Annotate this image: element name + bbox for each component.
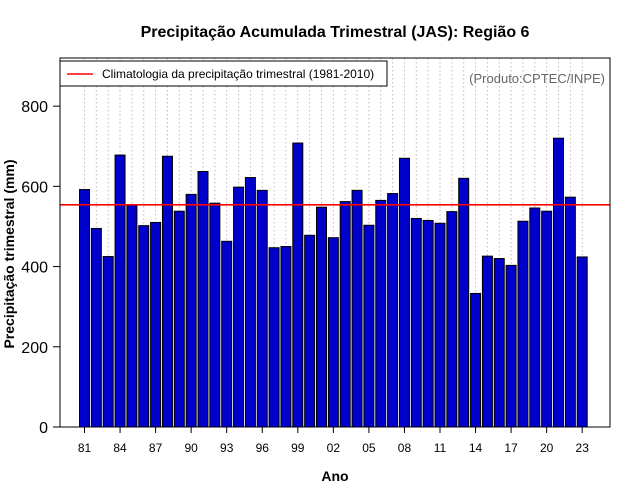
y-tick-label: 400 (21, 260, 48, 277)
bar-1988 (161, 155, 173, 428)
bar-1984 (114, 154, 126, 428)
bar-2023 (576, 256, 588, 428)
bar-2016 (493, 258, 505, 428)
x-axis-label: Ano (321, 468, 348, 484)
y-tick-label: 800 (21, 99, 48, 116)
x-tick-label: 99 (291, 441, 305, 455)
x-tick-label: 11 (434, 441, 447, 455)
bar-1991 (197, 171, 209, 428)
bar-2017 (505, 264, 517, 428)
bar-2011 (434, 222, 446, 428)
bar-2021 (553, 137, 564, 428)
bar-1982 (90, 227, 102, 428)
bar-2006 (375, 199, 387, 428)
bar-1983 (102, 256, 114, 428)
y-axis-label: Precipitação trimestral (mm) (1, 159, 17, 348)
bar-1997 (268, 247, 280, 428)
bar-1996 (256, 189, 268, 428)
y-axis: 0 200 400 600 800 (21, 99, 60, 437)
bar-2022 (564, 196, 576, 428)
bar-1992 (209, 202, 221, 428)
bar-1999 (292, 142, 304, 428)
bar-1987 (150, 221, 162, 428)
bar-1998 (280, 246, 292, 428)
bar-2014 (470, 292, 482, 428)
x-tick-label: 84 (113, 441, 127, 455)
plot-frame (59, 57, 611, 428)
x-tick-label: 23 (576, 441, 590, 455)
bar-2008 (398, 157, 410, 428)
bar-2005 (363, 224, 375, 428)
bar-1989 (173, 210, 185, 428)
bar-2019 (529, 207, 541, 428)
bar-2013 (458, 177, 470, 428)
bar-2012 (446, 211, 458, 428)
bar-2007 (387, 193, 399, 428)
bar-1990 (185, 193, 197, 428)
bar-2020 (541, 210, 553, 428)
x-tick-label: 87 (149, 441, 163, 455)
x-tick-label: 20 (540, 441, 554, 455)
bar-2002 (327, 237, 339, 428)
y-tick-label: 600 (21, 179, 48, 196)
x-tick-label: 93 (220, 441, 234, 455)
x-tick-label: 90 (184, 441, 198, 455)
x-tick-label: 17 (504, 441, 518, 455)
bar-2004 (351, 189, 363, 428)
credit-text: (Produto:CPTEC/INPE) (469, 71, 605, 86)
bars (79, 137, 588, 428)
bar-1995 (244, 177, 256, 428)
bar-1993 (221, 240, 233, 428)
bar-2000 (304, 234, 316, 428)
legend-label: Climatologia da precipitação trimestral … (102, 67, 374, 81)
x-axis: 81 84 87 90 93 96 99 02 05 08 11 14 17 20 23 (78, 427, 589, 455)
bar-2001 (316, 206, 327, 428)
x-tick-label: 81 (78, 441, 92, 455)
x-tick-label: 08 (398, 441, 412, 455)
bar-1994 (233, 186, 245, 428)
x-tick-label: 96 (256, 441, 270, 455)
legend: Climatologia da precipitação trimestral … (59, 60, 388, 87)
x-tick-label: 02 (327, 441, 341, 455)
bar-2003 (339, 201, 351, 428)
bar-2018 (517, 220, 529, 428)
legend-frame (59, 60, 388, 87)
bar-2015 (481, 255, 493, 428)
y-tick-label: 0 (39, 420, 48, 437)
bar-2009 (410, 217, 422, 428)
x-tick-label: 14 (469, 441, 483, 455)
bar-1981 (79, 189, 90, 428)
y-tick-label: 200 (21, 340, 48, 357)
bar-2010 (422, 219, 434, 428)
bar-1986 (138, 225, 150, 428)
bar-1985 (126, 204, 138, 428)
x-tick-label: 05 (362, 441, 376, 455)
chart-title: Precipitação Acumulada Trimestral (JAS):… (141, 24, 530, 41)
